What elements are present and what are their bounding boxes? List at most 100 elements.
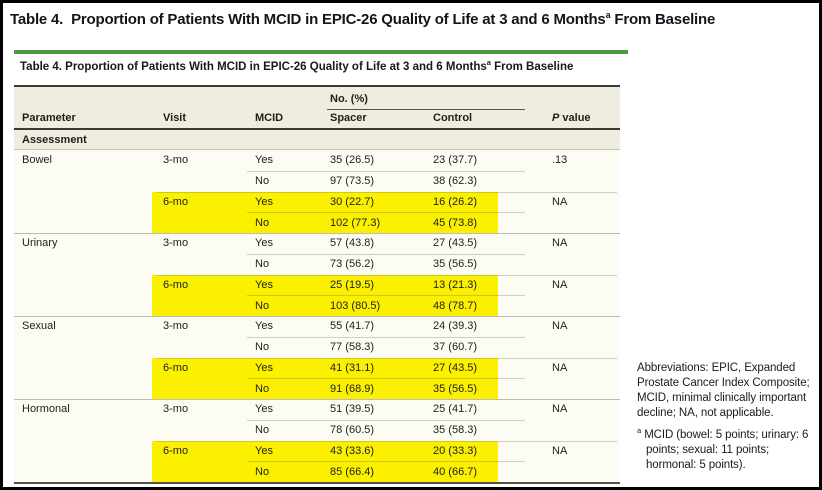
table-body: Bowel 3-mo Yes 35 (26.5) 23 (37.7) .13 N… — [14, 150, 620, 484]
cell-spacer: 43 (33.6) — [330, 444, 375, 457]
cell-visit: 3-mo — [163, 320, 189, 333]
column-group-no-pct: No. (%) — [330, 93, 368, 105]
cell-control: 23 (37.7) — [433, 154, 478, 167]
cell-control: 48 (78.7) — [433, 299, 478, 312]
cell-mcid: Yes — [255, 320, 273, 333]
column-header-spacer: Spacer — [330, 112, 367, 124]
cell-parameter: Hormonal — [22, 403, 70, 416]
cell-control: 16 (26.2) — [433, 195, 478, 208]
table-row: No 77 (58.3) 37 (60.7) — [14, 336, 620, 358]
table-row-highlighted: 6-mo Yes 41 (31.1) 27 (43.5) NA — [14, 357, 620, 379]
cell-mcid: No — [255, 424, 270, 437]
cell-spacer: 35 (26.5) — [330, 154, 375, 167]
table-row-highlighted: 6-mo Yes 43 (33.6) 20 (33.3) NA — [14, 440, 620, 462]
cell-control: 25 (41.7) — [433, 403, 478, 416]
column-header-mcid: MCID — [255, 112, 284, 124]
cell-control: 13 (21.3) — [433, 278, 478, 291]
footnote-marker-a: a — [605, 10, 611, 20]
cell-visit: 6-mo — [163, 278, 189, 291]
cell-p-value: NA — [552, 403, 568, 416]
column-header-p-value: P value — [552, 112, 591, 124]
cell-control: 24 (39.3) — [433, 320, 478, 333]
cell-p-value: NA — [552, 278, 568, 291]
cell-spacer: 30 (22.7) — [330, 195, 375, 208]
cell-mcid: No — [255, 216, 270, 229]
cell-visit: 3-mo — [163, 237, 189, 250]
p-italic: P — [552, 112, 560, 124]
table-row: Hormonal 3-mo Yes 51 (39.5) 25 (41.7) NA — [14, 399, 620, 420]
footnote-a-marker: a — [637, 425, 642, 435]
table-row-highlighted: No 91 (68.9) 35 (56.5) — [14, 378, 620, 399]
cell-control: 35 (56.5) — [433, 382, 478, 395]
table-row: No 73 (56.2) 35 (56.5) — [14, 253, 620, 275]
table-header: No. (%) Parameter Visit MCID Spacer Cont… — [14, 87, 620, 130]
cell-mcid: Yes — [255, 278, 273, 291]
column-header-control: Control — [433, 112, 473, 124]
cell-mcid: No — [255, 341, 270, 354]
cell-p-value: NA — [552, 195, 568, 208]
footnote-marker-a: a — [486, 58, 491, 68]
cell-mcid: Yes — [255, 154, 273, 167]
figure-caption-text: Table 4. Proportion of Patients With MCI… — [10, 11, 606, 28]
cell-control: 40 (66.7) — [433, 465, 478, 478]
cell-p-value: NA — [552, 361, 568, 374]
cell-mcid: Yes — [255, 361, 273, 374]
cell-parameter: Sexual — [22, 320, 56, 333]
table-row: Bowel 3-mo Yes 35 (26.5) 23 (37.7) .13 — [14, 150, 620, 171]
footnote-a-text: MCID (bowel: 5 points; urinary: 6 points… — [644, 428, 809, 471]
table-row-highlighted: 6-mo Yes 30 (22.7) 16 (26.2) NA — [14, 191, 620, 213]
cell-control: 20 (33.3) — [433, 444, 478, 457]
cell-mcid: Yes — [255, 195, 273, 208]
column-header-parameter: Parameter — [22, 112, 76, 124]
cell-control: 38 (62.3) — [433, 175, 478, 188]
cell-visit: 6-mo — [163, 195, 189, 208]
cell-control: 27 (43.5) — [433, 237, 478, 250]
cell-spacer: 25 (19.5) — [330, 278, 375, 291]
cell-spacer: 102 (77.3) — [330, 216, 381, 229]
cell-spacer: 55 (41.7) — [330, 320, 375, 333]
cell-control: 35 (56.5) — [433, 258, 478, 271]
section-row-assessment: Assessment — [14, 130, 620, 150]
cell-control: 35 (58.3) — [433, 424, 478, 437]
cell-spacer: 77 (58.3) — [330, 341, 375, 354]
cell-spacer: 97 (73.5) — [330, 175, 375, 188]
cell-visit: 6-mo — [163, 444, 189, 457]
p-rest: value — [559, 112, 591, 124]
cell-p-value: NA — [552, 320, 568, 333]
cell-parameter: Bowel — [22, 154, 52, 167]
cell-spacer: 103 (80.5) — [330, 299, 381, 312]
section-label: Assessment — [22, 133, 87, 146]
cell-control: 45 (73.8) — [433, 216, 478, 229]
footnotes: Abbreviations: EPIC, Expanded Prostate C… — [637, 361, 820, 480]
table-row: Sexual 3-mo Yes 55 (41.7) 24 (39.3) NA — [14, 316, 620, 337]
cell-spacer: 78 (60.5) — [330, 424, 375, 437]
table-panel: Table 4. Proportion of Patients With MCI… — [14, 54, 620, 484]
column-header-visit: Visit — [163, 112, 187, 124]
cell-control: 27 (43.5) — [433, 361, 478, 374]
cell-p-value: .13 — [552, 154, 568, 167]
no-pct-underline — [327, 109, 525, 110]
cell-mcid: No — [255, 465, 270, 478]
figure-caption-suffix: From Baseline — [610, 11, 716, 28]
abbreviations-note: Abbreviations: EPIC, Expanded Prostate C… — [637, 362, 810, 419]
table-accent-rule — [14, 50, 628, 54]
table-title-suffix: From Baseline — [490, 61, 574, 73]
cell-visit: 6-mo — [163, 361, 189, 374]
table-row-highlighted: No 102 (77.3) 45 (73.8) — [14, 212, 620, 233]
cell-mcid: No — [255, 175, 270, 188]
cell-spacer: 85 (66.4) — [330, 465, 375, 478]
cell-mcid: No — [255, 299, 270, 312]
cell-visit: 3-mo — [163, 154, 189, 167]
cell-spacer: 73 (56.2) — [330, 258, 375, 271]
table-row: No 97 (73.5) 38 (62.3) — [14, 170, 620, 192]
cell-mcid: No — [255, 258, 270, 271]
table-row-highlighted: 6-mo Yes 25 (19.5) 13 (21.3) NA — [14, 274, 620, 296]
figure-caption: Table 4. Proportion of Patients With MCI… — [10, 10, 810, 29]
table-row-highlighted: No 85 (66.4) 40 (66.7) — [14, 461, 620, 482]
table-row: No 78 (60.5) 35 (58.3) — [14, 419, 620, 441]
cell-spacer: 41 (31.1) — [330, 361, 375, 374]
cell-visit: 3-mo — [163, 403, 189, 416]
cell-spacer: 51 (39.5) — [330, 403, 375, 416]
table-row-highlighted: No 103 (80.5) 48 (78.7) — [14, 295, 620, 316]
